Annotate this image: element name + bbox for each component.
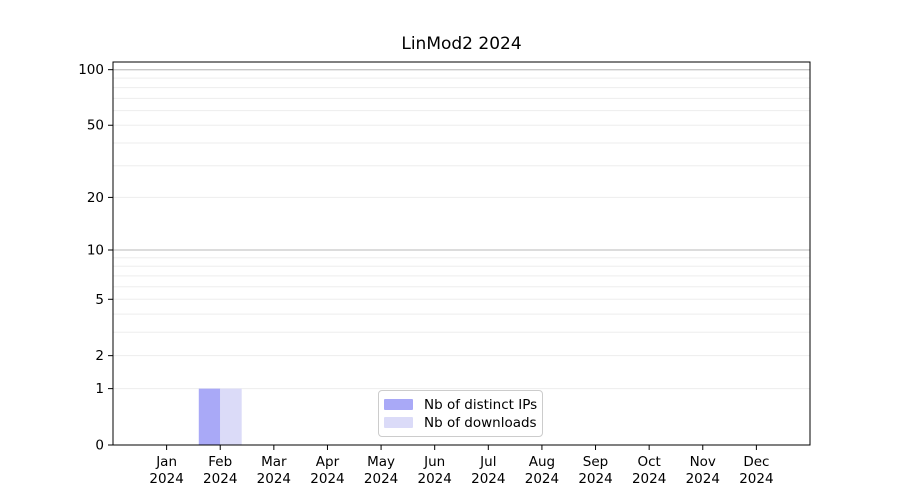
y-tick-label: 10 xyxy=(87,242,104,258)
legend-label-downloads: Nb of downloads xyxy=(424,414,537,431)
x-tick-label: Dec 2024 xyxy=(739,454,773,487)
x-tick-label: Feb 2024 xyxy=(203,454,237,487)
x-tick-label: Aug 2024 xyxy=(525,454,559,487)
y-tick-label: 0 xyxy=(95,438,104,454)
legend-label-distinct-ips: Nb of distinct IPs xyxy=(424,396,538,413)
bars-group xyxy=(198,388,242,445)
legend-item-distinct-ips: Nb of distinct IPs xyxy=(384,396,542,413)
x-tick-label: Apr 2024 xyxy=(310,454,344,487)
legend: Nb of distinct IPs Nb of downloads xyxy=(378,390,543,437)
legend-swatch-downloads xyxy=(384,417,413,428)
plot-frame xyxy=(112,61,811,446)
axes-group: 0 1 2 5 10 20 50 100 Jan 2024 Feb 2024 Mar 2024 Apr 202… xyxy=(78,61,811,487)
gridlines-group xyxy=(113,69,810,390)
chart-title: LinMod2 2024 xyxy=(401,34,522,54)
y-tick-label: 100 xyxy=(78,62,104,78)
x-tick-label: Oct 2024 xyxy=(632,454,666,487)
bar-downloads xyxy=(220,388,242,445)
x-tick-label: May 2024 xyxy=(364,454,398,487)
x-tick-label: Jan 2024 xyxy=(149,454,183,487)
y-tick-label: 1 xyxy=(95,381,104,397)
legend-item-downloads: Nb of downloads xyxy=(384,414,542,431)
y-tick-label: 50 xyxy=(87,118,104,134)
y-tick-label: 2 xyxy=(95,348,104,364)
legend-swatch-distinct-ips xyxy=(384,399,413,410)
x-tick-label: Jul 2024 xyxy=(471,454,505,487)
y-tick-label: 5 xyxy=(95,292,104,308)
y-tick-label: 20 xyxy=(87,190,104,206)
x-tick-label: Nov 2024 xyxy=(686,454,720,487)
x-tick-label: Jun 2024 xyxy=(418,454,452,487)
x-tick-label: Mar 2024 xyxy=(257,454,291,487)
x-tick-label: Sep 2024 xyxy=(578,454,612,487)
bar-distinct-ips xyxy=(198,388,221,445)
